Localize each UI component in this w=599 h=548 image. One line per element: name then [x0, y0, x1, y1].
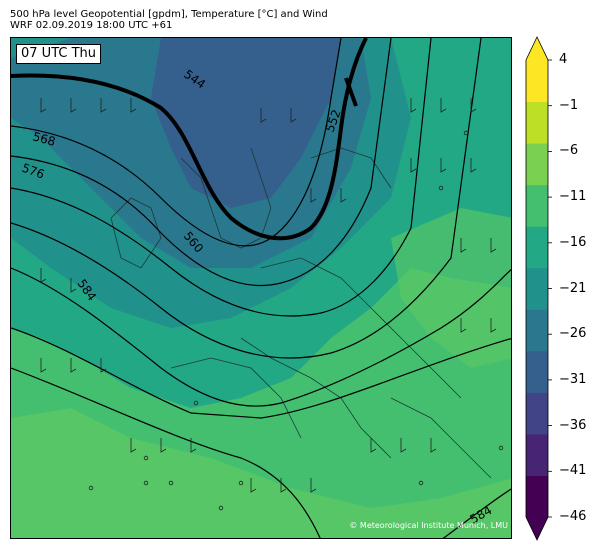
- colorbar-segment: [526, 226, 548, 269]
- geopotential-contour-552-bold: [11, 38, 368, 241]
- colorbar-segment: [526, 433, 548, 476]
- contour-label: 568: [31, 129, 57, 148]
- map-canvas: 544 552 560 568 576 584 584: [11, 38, 511, 538]
- colorbar-tick-label: −31: [559, 371, 587, 387]
- map-panel: 544 552 560 568 576 584 584: [10, 37, 512, 539]
- colorbar-segment: [526, 309, 548, 352]
- copyright-notice: © Meteorological Institute Munich, LMU: [349, 521, 508, 530]
- colorbar-segment: [526, 143, 548, 186]
- colorbar-segment: [526, 101, 548, 144]
- temperature-patch-south: [11, 408, 511, 538]
- geopotential-contours: [11, 38, 511, 538]
- colorbar-tick-label: −16: [559, 234, 587, 250]
- colorbar-segment: [526, 184, 548, 227]
- map-subtitle: WRF 02.09.2019 18:00 UTC +61: [10, 20, 173, 31]
- colorbar-segment: [526, 267, 548, 310]
- colorbar-segment: [526, 350, 548, 393]
- calm-wind-markers: [88, 130, 504, 511]
- colorbar-tick-label: −6: [559, 143, 579, 159]
- colorbar-tick-label: −46: [559, 509, 587, 524]
- coastlines: [110, 147, 492, 479]
- colorbar-segment: [526, 60, 548, 103]
- colorbar-tick-label: −41: [559, 463, 587, 479]
- colorbar-segment: [526, 475, 548, 518]
- colorbar-extend-min: [526, 517, 548, 540]
- temperature-patch-east: [391, 208, 511, 368]
- colorbar-tick-label: −1: [559, 97, 579, 113]
- colorbar-extend-max: [526, 37, 548, 60]
- colorbar-tick-label: −36: [559, 417, 587, 433]
- geopotential-contour-bold-segment: [344, 77, 358, 107]
- wind-barbs: [40, 98, 497, 493]
- colorbar: [525, 36, 552, 541]
- colorbar-segment: [526, 392, 548, 435]
- valid-time-label: 07 UTC Thu: [16, 44, 101, 64]
- colorbar-tick-label: −11: [559, 189, 587, 205]
- colorbar-tick-label: −26: [559, 326, 587, 342]
- colorbar-tick-label: 4: [559, 52, 568, 67]
- map-title: 500 hPa level Geopotential [gpdm], Tempe…: [10, 9, 328, 20]
- colorbar-tick-label: −21: [559, 280, 587, 296]
